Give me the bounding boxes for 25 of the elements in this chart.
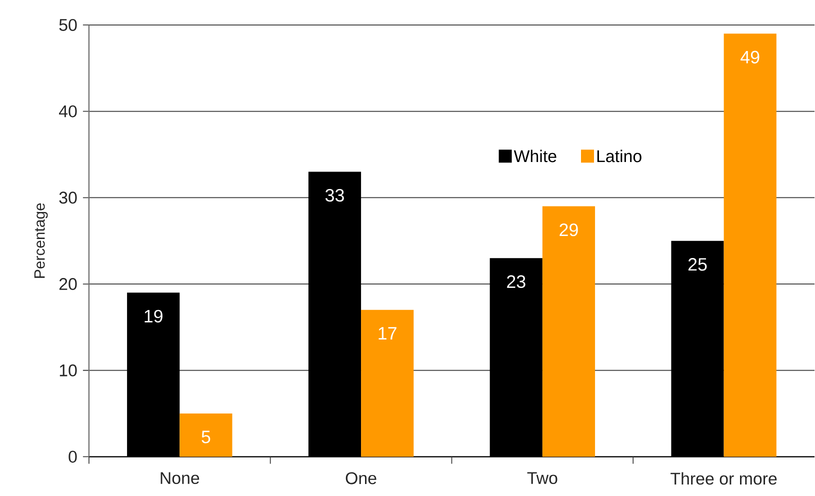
y-tick-label: 30	[59, 192, 77, 204]
x-tick-label: Three or more	[670, 472, 777, 485]
y-tick-label: 50	[59, 19, 77, 32]
y-tick-label: 0	[68, 450, 77, 463]
y-axis-title: Percentage	[34, 203, 48, 278]
bar	[180, 414, 232, 457]
data-label: 29	[560, 224, 578, 236]
x-tick-label: None	[160, 472, 200, 484]
data-label: 25	[688, 258, 707, 271]
legend-label: Latino	[597, 150, 642, 162]
legend-label: White	[514, 150, 556, 162]
data-label: 49	[740, 50, 760, 64]
data-label: 5	[202, 430, 210, 444]
y-tick-label: 10	[60, 364, 77, 377]
data-label: 33	[325, 189, 344, 202]
x-tick-label: One	[346, 472, 376, 484]
y-tick-label: 20	[59, 278, 77, 290]
bar	[361, 310, 414, 457]
x-tick-label: Two	[527, 472, 558, 484]
bar	[542, 206, 596, 457]
data-label: 19	[144, 310, 162, 323]
bar	[724, 34, 776, 457]
data-label: 23	[507, 275, 526, 288]
data-label: 17	[378, 327, 396, 340]
y-tick-label: 40	[59, 105, 77, 118]
